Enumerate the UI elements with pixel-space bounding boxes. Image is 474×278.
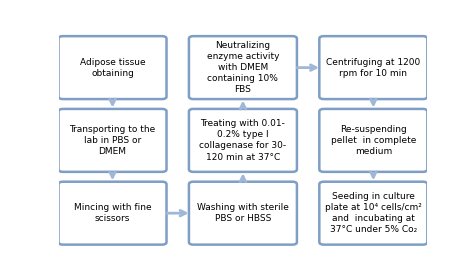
- FancyBboxPatch shape: [58, 109, 166, 172]
- FancyBboxPatch shape: [189, 109, 297, 172]
- Text: Washing with sterile
PBS or HBSS: Washing with sterile PBS or HBSS: [197, 203, 289, 223]
- Text: Neutralizing
enzyme activity
with DMEM
containing 10%
FBS: Neutralizing enzyme activity with DMEM c…: [207, 41, 279, 94]
- Text: Transporting to the
lab in PBS or
DMEM: Transporting to the lab in PBS or DMEM: [69, 125, 155, 156]
- FancyBboxPatch shape: [319, 109, 428, 172]
- FancyBboxPatch shape: [58, 36, 166, 99]
- FancyBboxPatch shape: [319, 182, 428, 245]
- FancyBboxPatch shape: [58, 182, 166, 245]
- Text: Centrifuging at 1200
rpm for 10 min: Centrifuging at 1200 rpm for 10 min: [326, 58, 420, 78]
- Text: Seeding in culture
plate at 10⁴ cells/cm²
and  incubating at
37°C under 5% Co₂: Seeding in culture plate at 10⁴ cells/cm…: [325, 192, 422, 234]
- Text: Treating with 0.01-
0.2% type I
collagenase for 30-
120 min at 37°C: Treating with 0.01- 0.2% type I collagen…: [200, 119, 286, 162]
- Text: Adipose tissue
obtaining: Adipose tissue obtaining: [80, 58, 146, 78]
- Text: Mincing with fine
scissors: Mincing with fine scissors: [73, 203, 151, 223]
- FancyBboxPatch shape: [189, 36, 297, 99]
- Text: Re-suspending
pellet  in complete
medium: Re-suspending pellet in complete medium: [331, 125, 416, 156]
- FancyBboxPatch shape: [319, 36, 428, 99]
- FancyBboxPatch shape: [189, 182, 297, 245]
